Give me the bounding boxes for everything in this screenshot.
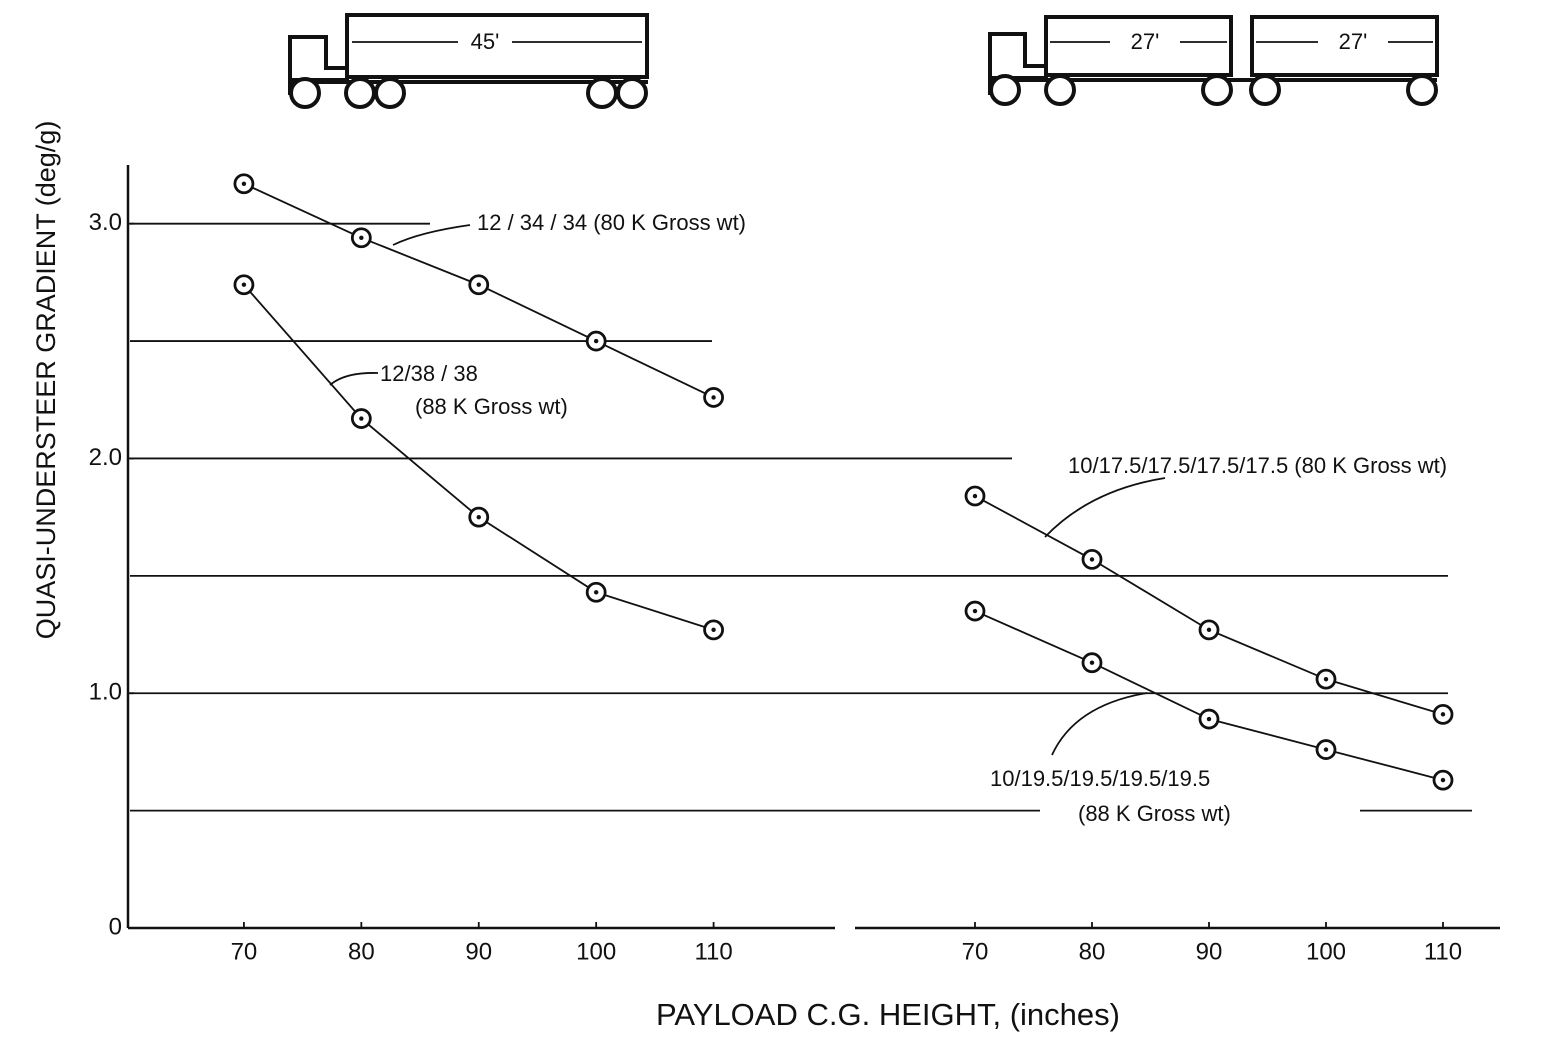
marker-dot (359, 416, 364, 421)
marker-dot (359, 235, 364, 240)
leaders (329, 224, 1166, 756)
marker-dot (1089, 557, 1095, 562)
data-point (1432, 769, 1454, 791)
data-point (1081, 549, 1103, 570)
marker-dot (1206, 716, 1212, 722)
data-point (1198, 708, 1220, 730)
series-label: 12 / 34 / 34 (80 K Gross wt) (477, 210, 746, 235)
marker-dot (1440, 777, 1446, 783)
truck-single: 45' (288, 13, 649, 109)
series-label: 10/19.5/19.5/19.5/19.5 (990, 766, 1210, 791)
x-tick-label: 110 (694, 938, 732, 965)
series-line (243, 284, 714, 631)
marker-dot (1323, 676, 1329, 682)
y-axis-label: QUASI-UNDERSTEER GRADIENT (deg/g) (31, 121, 61, 640)
data-point (585, 581, 607, 603)
series-label: (88 K Gross wt) (1078, 801, 1231, 826)
marker-dot (972, 608, 978, 614)
x-axis-label: PAYLOAD C.G. HEIGHT, (inches) (656, 997, 1120, 1032)
data-point (1432, 703, 1454, 725)
y-tick-label: 2.0 (89, 444, 122, 471)
data-point (1315, 668, 1337, 690)
marker-dot (1089, 660, 1095, 665)
marker-dot (1440, 712, 1446, 717)
data-point (233, 274, 255, 296)
x-tick-label: 80 (1079, 938, 1106, 965)
data-point (964, 600, 986, 622)
data-point (350, 408, 372, 429)
marker-dot (476, 514, 481, 520)
x-tick-label: 110 (1424, 938, 1462, 965)
data-point (350, 227, 372, 249)
data-point (703, 619, 724, 641)
series-label: (88 K Gross wt) (415, 394, 568, 419)
x-tick-label: 100 (576, 938, 616, 965)
marker-dot (476, 282, 481, 287)
marker-dot (711, 395, 716, 400)
marker-dot (972, 493, 978, 499)
x-tick-label: 70 (231, 938, 258, 965)
x-tick-label: 70 (962, 938, 989, 965)
marker-dot (241, 282, 247, 287)
data-point (468, 274, 490, 296)
truck-length: 27' (1131, 29, 1160, 54)
marker-dot (711, 627, 716, 633)
marker-dot (1206, 627, 1212, 633)
x-tick-label: 90 (1196, 938, 1223, 965)
data-point (585, 330, 607, 352)
marker-dot (1323, 747, 1329, 752)
marker-dot (593, 338, 599, 344)
data-point (1315, 739, 1337, 760)
x-tick-label: 90 (465, 938, 492, 965)
y-tick-label: 3.0 (89, 209, 122, 236)
series-line (974, 495, 1444, 716)
y-tick-label: 0 (109, 913, 122, 940)
truck-length: 45' (471, 29, 500, 54)
data-point (1198, 619, 1220, 641)
data-point (233, 173, 255, 195)
series-label: 12/38 / 38 (380, 361, 478, 386)
y-tick-label: 1.0 (89, 679, 122, 706)
truck-double: 27' 27' (988, 15, 1439, 106)
marker-dot (241, 181, 247, 186)
data-point (468, 506, 490, 528)
data-point (703, 387, 724, 408)
x-tick-label: 100 (1306, 938, 1346, 965)
series-label: 10/17.5/17.5/17.5/17.5 (80 K Gross wt) (1068, 453, 1447, 478)
data-point (964, 485, 986, 507)
truck-length: 27' (1339, 29, 1368, 54)
x-tick-label: 80 (348, 938, 375, 965)
marker-dot (593, 590, 599, 595)
data-point (1081, 652, 1103, 674)
